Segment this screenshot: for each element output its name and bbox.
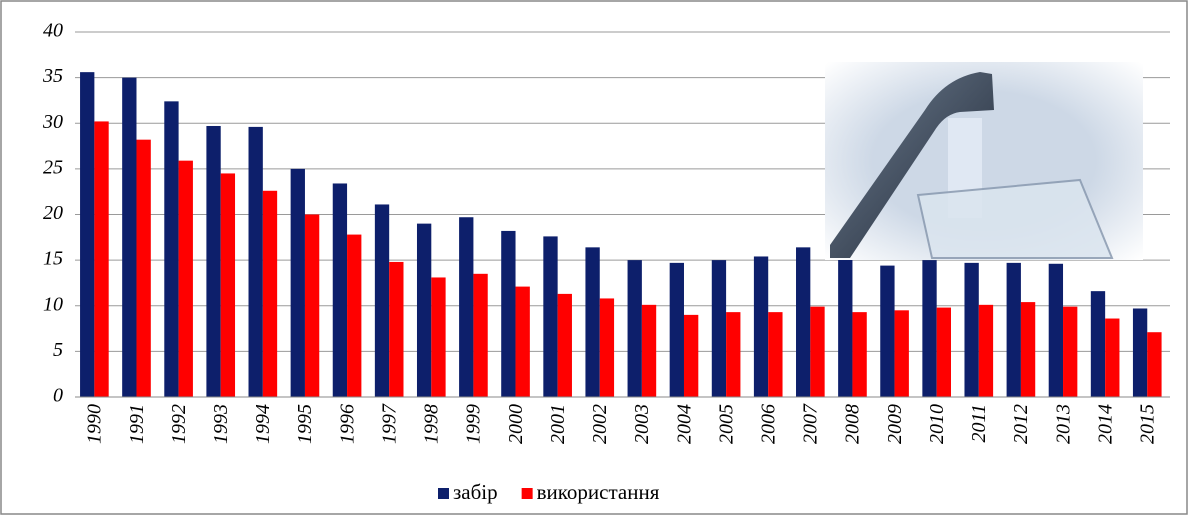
bar <box>305 215 319 398</box>
bar <box>164 101 178 397</box>
bar <box>937 308 951 397</box>
y-tick-label: 35 <box>42 65 63 87</box>
y-tick-label: 5 <box>53 339 63 361</box>
bar <box>333 183 347 397</box>
bar <box>628 260 642 397</box>
x-tick-label: 2004 <box>673 404 695 444</box>
bar <box>600 298 614 397</box>
bar <box>838 256 852 397</box>
bar <box>389 262 403 397</box>
bar <box>263 191 277 397</box>
bar <box>1105 319 1119 397</box>
x-tick-label: 1990 <box>84 404 106 444</box>
bar <box>1091 291 1105 397</box>
x-tick-label: 1994 <box>252 404 274 444</box>
bar <box>922 260 936 397</box>
bar <box>417 224 431 397</box>
legend: забір використання <box>438 480 660 504</box>
bar <box>431 277 445 397</box>
x-tick-label: 1997 <box>378 403 400 444</box>
bar <box>642 305 656 397</box>
bar <box>122 78 136 397</box>
x-tick-label: 2015 <box>1137 404 1159 444</box>
x-tick-label: 1998 <box>421 404 443 444</box>
bar <box>670 263 684 397</box>
bar <box>94 121 108 397</box>
bar <box>543 236 557 397</box>
x-tick-label: 2010 <box>926 404 948 444</box>
bar <box>880 266 894 397</box>
x-tick-label: 2000 <box>505 404 527 444</box>
bar <box>1133 308 1147 397</box>
y-tick-label: 20 <box>43 202 63 224</box>
x-tick-label: 2013 <box>1052 404 1074 444</box>
bar <box>501 231 515 397</box>
legend-swatch <box>438 488 449 499</box>
bar <box>1063 307 1077 397</box>
bar <box>796 247 810 397</box>
bar <box>712 260 726 397</box>
bar <box>136 140 150 397</box>
x-tick-label: 2003 <box>631 404 653 444</box>
x-tick-label: 2005 <box>715 404 737 444</box>
bar <box>473 274 487 397</box>
bar <box>684 315 698 397</box>
bar <box>375 204 389 397</box>
bar <box>979 305 993 397</box>
bar <box>291 169 305 397</box>
x-tick-label: 2008 <box>842 404 864 444</box>
legend-label: використання <box>537 480 660 504</box>
bar <box>1049 264 1063 397</box>
bar <box>516 287 530 397</box>
bar <box>80 72 94 397</box>
legend-label: забір <box>453 480 498 504</box>
x-tick-label: 2012 <box>1010 404 1032 444</box>
y-tick-label: 30 <box>42 111 63 133</box>
y-tick-label: 25 <box>43 156 63 178</box>
x-tick-label: 1995 <box>294 404 316 444</box>
bar <box>810 307 824 397</box>
legend-swatch <box>522 488 533 499</box>
bar <box>249 127 263 397</box>
bar <box>768 312 782 397</box>
bar <box>459 217 473 397</box>
photo <box>825 62 1143 260</box>
y-tick-label: 0 <box>53 385 63 407</box>
x-tick-label: 2001 <box>547 404 569 444</box>
bar <box>726 312 740 397</box>
bar <box>206 126 220 397</box>
bar <box>558 294 572 397</box>
y-tick-label: 40 <box>43 20 63 42</box>
x-tick-label: 2006 <box>757 404 779 444</box>
bar <box>754 256 768 397</box>
x-tick-label: 1992 <box>168 404 190 444</box>
bar <box>1007 263 1021 397</box>
bar <box>179 161 193 397</box>
x-tick-label: 1999 <box>463 404 485 444</box>
y-tick-label: 10 <box>43 293 63 315</box>
y-tick-label: 15 <box>43 248 63 270</box>
bar <box>852 312 866 397</box>
x-tick-label: 2014 <box>1094 404 1116 444</box>
bar <box>585 247 599 397</box>
bar <box>221 173 235 397</box>
x-tick-label: 1993 <box>210 404 232 444</box>
x-tick-label: 1991 <box>126 404 148 444</box>
x-tick-label: 2009 <box>884 404 906 444</box>
x-tick-label: 2007 <box>800 403 822 444</box>
bar <box>347 235 361 397</box>
x-tick-label: 2011 <box>968 404 990 443</box>
bar <box>964 263 978 397</box>
bar <box>895 310 909 397</box>
x-tick-label: 2002 <box>589 404 611 444</box>
bar <box>1147 332 1161 397</box>
bar <box>1021 302 1035 397</box>
chart: 0 5 10 15 20 25 30 35 40 1990 1991 1992 1993 1994 1995… <box>0 0 1188 515</box>
x-tick-label: 1996 <box>336 404 358 444</box>
